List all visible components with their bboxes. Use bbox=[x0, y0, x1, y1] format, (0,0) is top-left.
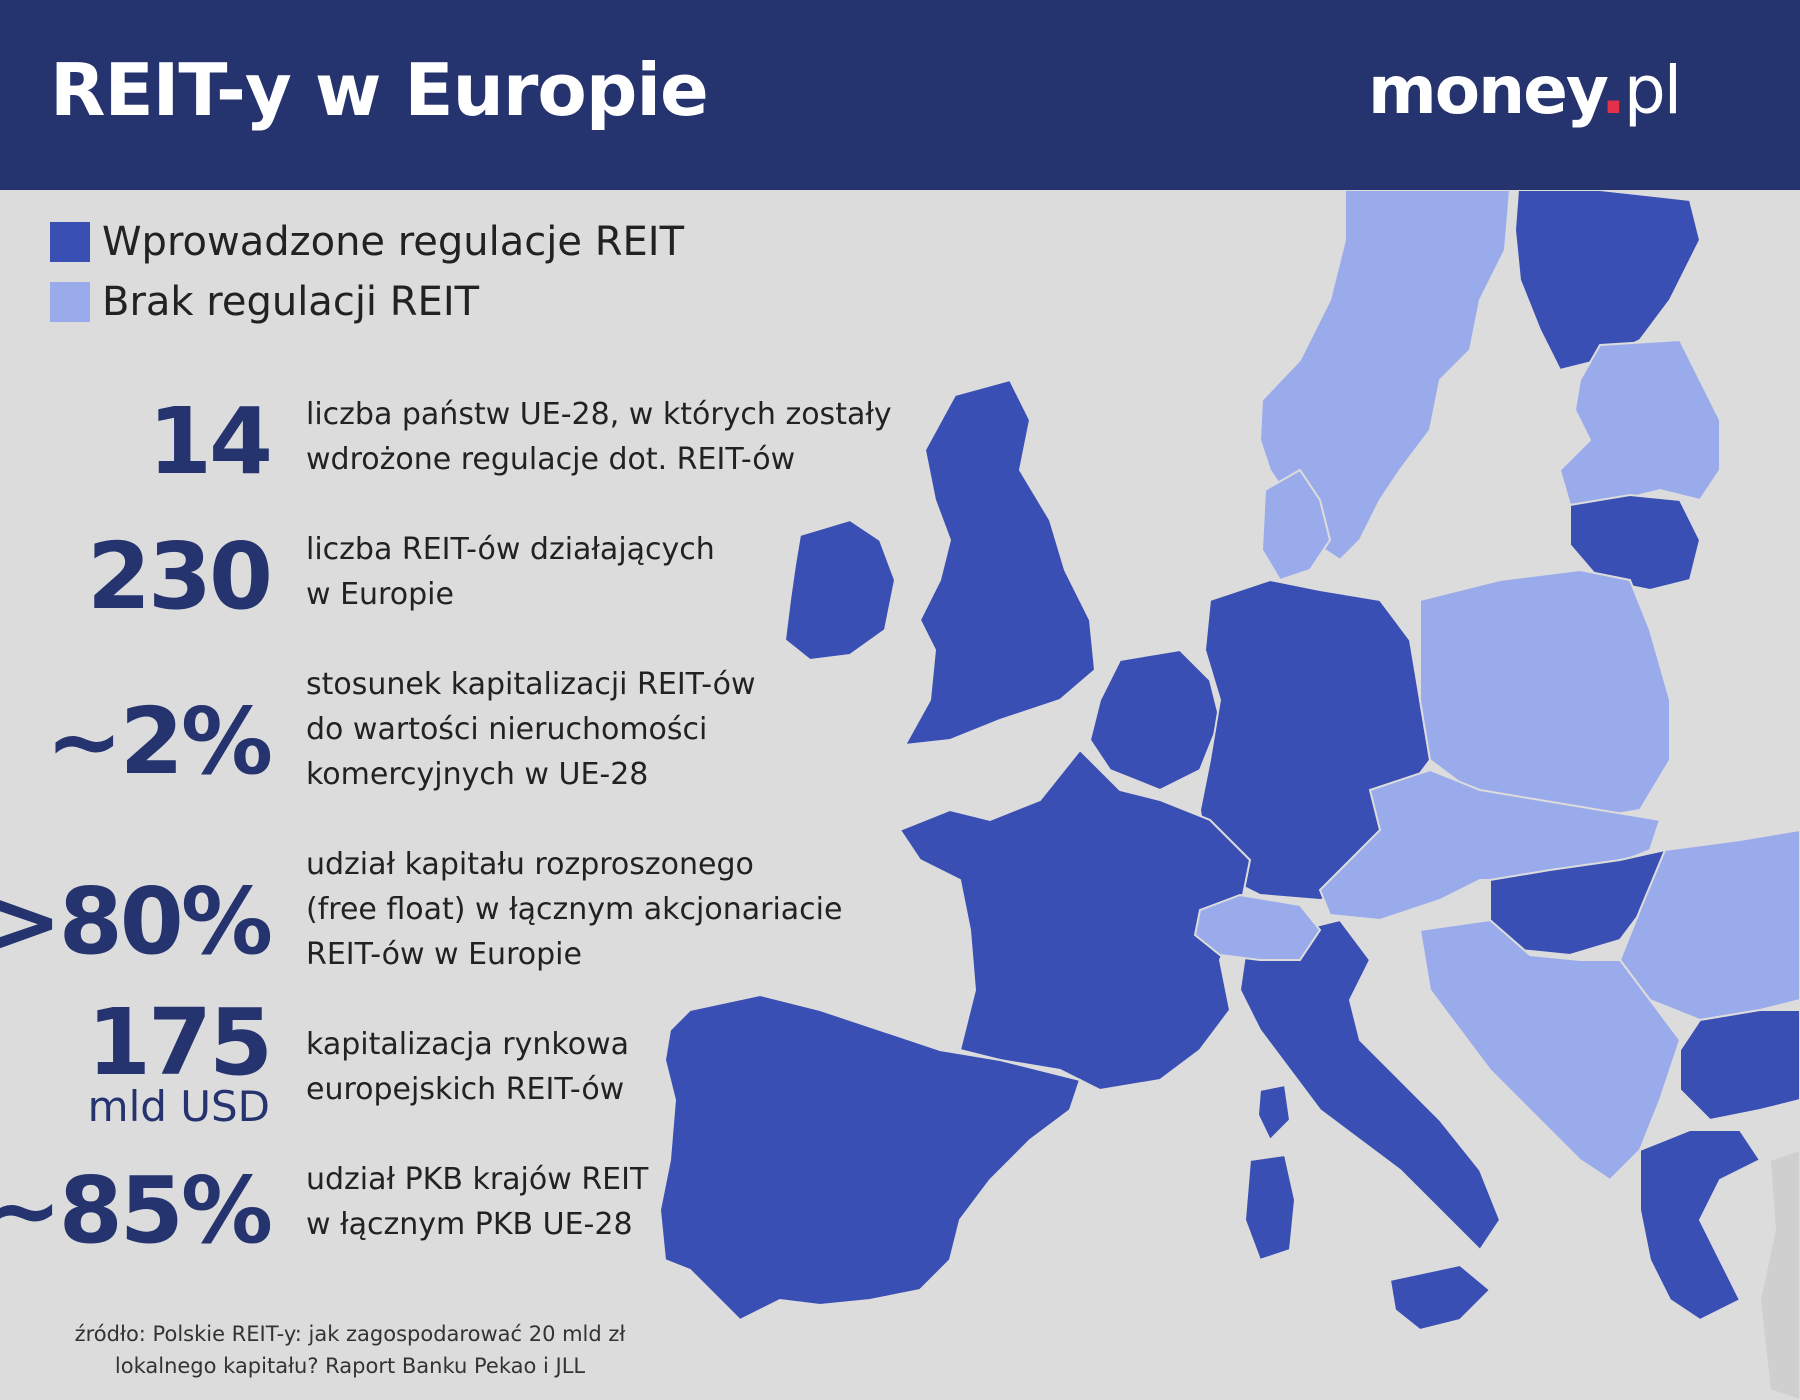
stat-desc-line: liczba REIT-ów działających bbox=[306, 532, 715, 567]
country-italy bbox=[1238, 918, 1502, 1252]
europe-map bbox=[658, 190, 1800, 1400]
country-lithuania bbox=[1569, 493, 1702, 592]
stat-description: liczba państw UE-28, w których zostały w… bbox=[306, 392, 906, 482]
country-greece bbox=[1639, 1129, 1762, 1322]
stat-description: udział PKB krajów REIT w łącznym PKB UE-… bbox=[306, 1157, 906, 1247]
stat-description: kapitalizacja rynkowa europejskich REIT-… bbox=[306, 1022, 906, 1112]
country-turkey-edge bbox=[1758, 1148, 1800, 1400]
country-corsica bbox=[1256, 1083, 1292, 1142]
money-pl-logo: money.pl bbox=[1368, 52, 1682, 129]
stat-unit: mld USD bbox=[87, 1082, 270, 1131]
legend-item-regulated: Wprowadzone regulacje REIT bbox=[50, 212, 684, 272]
stat-value: ~2% bbox=[45, 688, 273, 795]
stat-desc-line: wdrożone regulacje dot. REIT-ów bbox=[306, 442, 796, 477]
stat-value: 230 bbox=[86, 523, 273, 630]
logo-dot: . bbox=[1600, 52, 1626, 129]
stat-desc-line: komercyjnych w UE-28 bbox=[306, 757, 649, 792]
legend-swatch-regulated bbox=[50, 222, 90, 262]
stat-description: udział kapitału rozproszonego (free floa… bbox=[306, 842, 906, 977]
stat-desc-line: udział kapitału rozproszonego bbox=[306, 847, 754, 882]
legend-item-unregulated: Brak regulacji REIT bbox=[50, 272, 684, 332]
country-sardinia bbox=[1243, 1153, 1297, 1262]
source-line: lokalnego kapitału? Raport Banku Pekao i… bbox=[114, 1354, 586, 1378]
stat-desc-line: kapitalizacja rynkowa bbox=[306, 1027, 629, 1062]
country-switzerland bbox=[1193, 893, 1322, 961]
logo-main: money bbox=[1368, 52, 1603, 129]
page-title: REIT-y w Europie bbox=[50, 48, 709, 132]
source-note: źródło: Polskie REIT-y: jak zagospodarow… bbox=[60, 1318, 640, 1382]
logo-tld: pl bbox=[1623, 52, 1682, 129]
header-bar: REIT-y w Europie money.pl bbox=[0, 0, 1800, 190]
stat-description: stosunek kapitalizacji REIT-ów do wartoś… bbox=[306, 662, 906, 797]
country-denmark bbox=[1260, 468, 1332, 582]
stat-value: >80% bbox=[0, 868, 273, 975]
country-poland bbox=[1419, 568, 1671, 822]
stat-desc-line: europejskich REIT-ów bbox=[306, 1072, 625, 1107]
country-bulgaria bbox=[1679, 1009, 1800, 1122]
country-france bbox=[898, 748, 1252, 1092]
stat-description: liczba REIT-ów działających w Europie bbox=[306, 527, 906, 617]
stat-desc-line: REIT-ów w Europie bbox=[306, 937, 582, 972]
stat-desc-line: (free float) w łącznym akcjonariacie bbox=[306, 892, 843, 927]
stat-desc-line: w Europie bbox=[306, 577, 454, 612]
map-regions bbox=[658, 190, 1800, 1400]
stat-desc-line: udział PKB krajów REIT bbox=[306, 1162, 649, 1197]
stat-value: ~85% bbox=[0, 1157, 273, 1264]
country-ireland bbox=[783, 518, 897, 662]
map-legend: Wprowadzone regulacje REIT Brak regulacj… bbox=[50, 212, 684, 332]
legend-swatch-unregulated bbox=[50, 282, 90, 322]
country-sweden-norway bbox=[1258, 190, 1512, 562]
legend-label-unregulated: Brak regulacji REIT bbox=[102, 279, 480, 325]
country-sicily bbox=[1388, 1263, 1492, 1332]
stat-desc-line: liczba państw UE-28, w których zostały bbox=[306, 397, 892, 432]
legend-label-regulated: Wprowadzone regulacje REIT bbox=[102, 219, 685, 265]
source-line: źródło: Polskie REIT-y: jak zagospodarow… bbox=[74, 1322, 626, 1346]
stat-value: 175 bbox=[86, 989, 273, 1096]
country-spain-portugal bbox=[658, 993, 1082, 1322]
stat-desc-line: do wartości nieruchomości bbox=[306, 712, 708, 747]
stat-desc-line: stosunek kapitalizacji REIT-ów bbox=[306, 667, 756, 702]
country-uk bbox=[903, 378, 1097, 747]
stat-value: 14 bbox=[147, 388, 273, 495]
country-netherlands-belgium bbox=[1088, 648, 1222, 792]
stat-desc-line: w łącznym PKB UE-28 bbox=[306, 1207, 633, 1242]
